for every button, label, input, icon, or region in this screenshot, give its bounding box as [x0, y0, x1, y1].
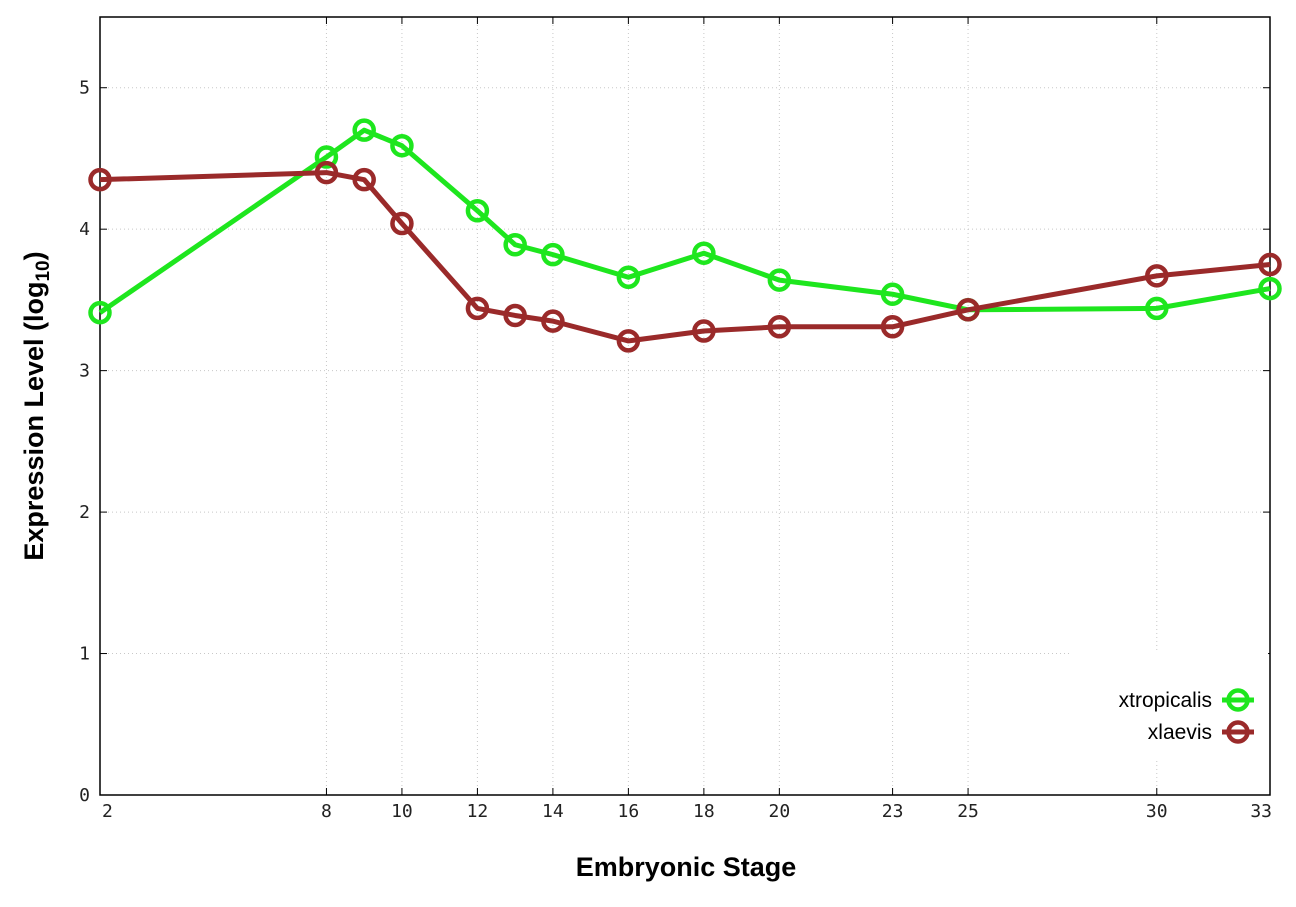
- x-tick-label: 20: [769, 801, 791, 822]
- x-tick-label: 14: [542, 801, 564, 822]
- data-point-xtropicalis: [616, 265, 641, 290]
- data-point-xlaevis: [503, 303, 527, 328]
- legend-label-xtropicalis: xtropicalis: [1119, 689, 1212, 712]
- data-point-xlaevis: [314, 160, 339, 185]
- y-axis-title-close: ): [19, 251, 49, 260]
- y-tick-label: 3: [79, 361, 90, 382]
- data-point-xlaevis: [1258, 252, 1282, 277]
- grid-layer: [100, 17, 1270, 795]
- y-axis-title-main: Expression Level (log: [19, 282, 49, 561]
- data-point-xtropicalis: [1258, 276, 1282, 301]
- legend: xtropicalis xlaevis: [1072, 650, 1268, 760]
- y-tick-label: 0: [79, 785, 90, 806]
- data-point-xtropicalis: [541, 242, 565, 267]
- data-point-xlaevis: [616, 329, 641, 353]
- x-tick-label: 10: [391, 801, 413, 822]
- data-point-xtropicalis: [880, 282, 905, 307]
- data-point-xtropicalis: [503, 232, 527, 257]
- data-point-xlaevis: [692, 319, 716, 343]
- series-xlaevis: [88, 160, 1282, 353]
- x-axis-title: Embryonic Stage: [576, 852, 797, 882]
- data-point-xlaevis: [465, 296, 490, 321]
- x-tick-label: 30: [1146, 801, 1168, 822]
- data-point-xlaevis: [880, 315, 905, 339]
- plot-frame: [99, 16, 1271, 796]
- data-point-xlaevis: [541, 309, 565, 333]
- data-point-xtropicalis: [1145, 296, 1169, 321]
- x-tick-label: 33: [1250, 801, 1272, 822]
- y-tick-label: 4: [79, 219, 90, 240]
- series-layer: [88, 118, 1282, 353]
- legend-label-xlaevis: xlaevis: [1148, 721, 1212, 744]
- x-tick-label: 12: [467, 801, 489, 822]
- y-tick-label: 2: [79, 502, 90, 523]
- data-point-xlaevis: [956, 298, 980, 322]
- y-axis-title: Expression Level (log10): [19, 251, 54, 560]
- y-axis-title-subscript: 10: [33, 260, 54, 281]
- data-point-xtropicalis: [88, 300, 112, 325]
- x-tick-label: 25: [957, 801, 979, 822]
- data-point-xlaevis: [767, 315, 792, 339]
- data-point-xlaevis: [88, 167, 112, 192]
- x-tick-label: 16: [618, 801, 640, 822]
- x-tick-label: 18: [693, 801, 715, 822]
- x-tick-label: 2: [102, 801, 113, 822]
- data-point-xlaevis: [1145, 264, 1169, 288]
- series-xtropicalis: [88, 118, 1282, 325]
- data-point-xlaevis: [352, 167, 376, 192]
- x-tick-label: 23: [882, 801, 904, 822]
- data-point-xlaevis: [390, 211, 414, 236]
- data-point-xtropicalis: [352, 118, 376, 142]
- series-line-xtropicalis: [98, 127, 1271, 315]
- x-tick-label: 8: [321, 801, 332, 822]
- data-point-xtropicalis: [390, 133, 414, 158]
- legend-marker-xlaevis: [1226, 720, 1250, 744]
- y-tick-label: 5: [79, 78, 90, 99]
- data-point-xtropicalis: [692, 241, 716, 265]
- data-point-xtropicalis: [465, 199, 490, 223]
- data-point-xtropicalis: [314, 145, 339, 169]
- y-tick-label: 1: [79, 644, 90, 665]
- data-point-xtropicalis: [767, 268, 792, 292]
- legend-marker-xtropicalis: [1226, 688, 1250, 712]
